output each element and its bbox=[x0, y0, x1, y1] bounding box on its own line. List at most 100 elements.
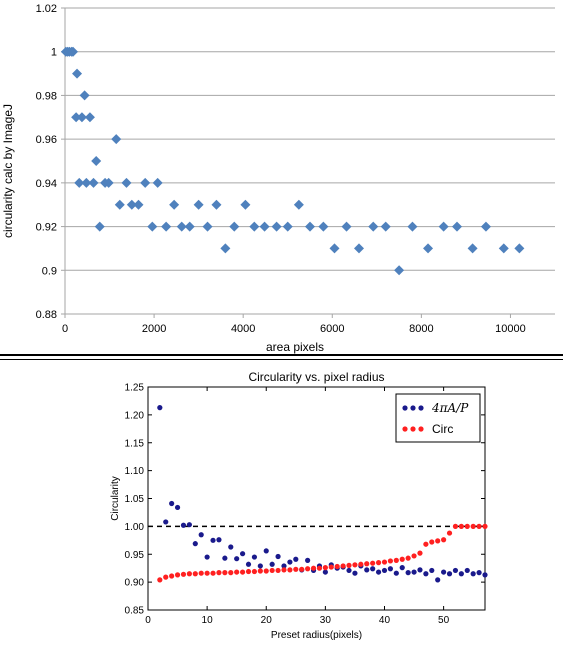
data-point bbox=[514, 243, 525, 254]
data-point bbox=[318, 221, 329, 232]
data-point-4pia-p bbox=[305, 557, 311, 563]
data-point-circ bbox=[316, 565, 323, 571]
separator-line bbox=[0, 354, 563, 356]
data-point-4pia-p bbox=[375, 569, 382, 575]
y-tick-label: 0.92 bbox=[36, 222, 57, 234]
data-point bbox=[140, 177, 151, 188]
data-point bbox=[498, 243, 509, 254]
data-point-4pia-p bbox=[399, 565, 405, 571]
legend-marker bbox=[410, 405, 416, 411]
data-point bbox=[282, 221, 293, 232]
legend-marker bbox=[418, 405, 424, 411]
data-point bbox=[176, 221, 187, 232]
data-point bbox=[240, 199, 251, 210]
data-point-circ bbox=[370, 560, 376, 566]
y-tick-label: 1.00 bbox=[125, 522, 145, 533]
data-point-circ bbox=[476, 523, 482, 529]
x-tick-label: 50 bbox=[438, 615, 450, 626]
data-point-circ bbox=[458, 523, 464, 529]
data-point-circ bbox=[222, 570, 228, 576]
data-point bbox=[88, 177, 99, 188]
data-point bbox=[81, 177, 92, 188]
y-tick-label: 1.02 bbox=[36, 3, 57, 15]
data-point-circ bbox=[393, 557, 399, 563]
data-point-4pia-p bbox=[452, 567, 459, 574]
data-point-4pia-p bbox=[470, 571, 476, 577]
data-point-circ bbox=[192, 571, 198, 577]
data-point-4pia-p bbox=[411, 569, 417, 575]
data-point-circ bbox=[251, 568, 258, 575]
data-point-4pia-p bbox=[458, 571, 464, 577]
data-point-circ bbox=[452, 523, 459, 529]
y-tick-label: 0.94 bbox=[36, 178, 57, 190]
data-point-circ bbox=[429, 539, 435, 545]
data-point-4pia-p bbox=[275, 553, 281, 560]
data-point-4pia-p bbox=[234, 556, 240, 562]
x-tick-label: 6000 bbox=[320, 323, 344, 335]
data-point-4pia-p bbox=[441, 569, 447, 575]
data-point bbox=[91, 156, 102, 166]
data-point-4pia-p bbox=[287, 559, 293, 565]
y-tick-label: 1.15 bbox=[125, 438, 145, 449]
data-point-circ bbox=[299, 566, 305, 572]
data-point bbox=[94, 221, 105, 232]
data-point-circ bbox=[216, 570, 222, 576]
data-point bbox=[438, 221, 449, 232]
data-point bbox=[184, 221, 195, 232]
data-point-circ bbox=[358, 561, 364, 567]
y-axis-title: circularity calc by ImageJ bbox=[1, 104, 15, 238]
data-point-circ bbox=[435, 538, 441, 544]
data-point-circ bbox=[204, 570, 210, 576]
data-point bbox=[152, 177, 163, 188]
data-point-4pia-p bbox=[239, 551, 246, 557]
data-point bbox=[111, 134, 122, 145]
data-point bbox=[147, 221, 158, 232]
data-point-circ bbox=[269, 567, 275, 574]
data-point-4pia-p bbox=[257, 563, 263, 569]
y-tick-label: 1.25 bbox=[125, 383, 145, 394]
data-point-4pia-p bbox=[482, 572, 488, 578]
data-point-circ bbox=[446, 530, 453, 536]
data-point-circ bbox=[163, 574, 169, 580]
data-point-circ bbox=[322, 565, 328, 571]
x-tick-label: 0 bbox=[145, 615, 151, 626]
y-tick-label: 1 bbox=[51, 47, 57, 59]
data-point-circ bbox=[180, 571, 187, 577]
data-point bbox=[74, 177, 85, 188]
x-axis-title: area pixels bbox=[266, 340, 324, 354]
x-tick-label: 20 bbox=[261, 615, 273, 626]
data-point-circ bbox=[352, 562, 358, 568]
data-point-circ bbox=[417, 550, 423, 556]
x-axis-title: Preset radius(pixels) bbox=[271, 630, 362, 641]
data-point-circ bbox=[464, 523, 470, 529]
y-tick-label: 1.20 bbox=[125, 410, 145, 421]
x-tick-label: 2000 bbox=[142, 323, 166, 335]
data-point bbox=[193, 199, 204, 210]
data-point bbox=[76, 112, 87, 123]
chart-title: Circularity vs. pixel radius bbox=[248, 370, 384, 384]
legend-marker bbox=[402, 405, 408, 411]
data-point bbox=[259, 221, 270, 232]
data-point bbox=[220, 243, 231, 254]
data-point bbox=[354, 243, 364, 254]
data-point bbox=[380, 221, 391, 232]
data-point bbox=[84, 112, 95, 123]
data-point-circ bbox=[281, 567, 287, 573]
data-point-circ bbox=[174, 572, 181, 578]
data-point-circ bbox=[346, 562, 352, 568]
data-point-circ bbox=[169, 573, 175, 579]
bottom-chart: Circularity vs. pixel radius 0.85 0.90 0.95… bbox=[110, 370, 488, 641]
data-point-circ bbox=[423, 541, 429, 547]
data-point-circ bbox=[245, 568, 252, 575]
data-point-4pia-p bbox=[464, 567, 470, 574]
data-point-4pia-p bbox=[251, 554, 258, 560]
top-chart: 0.88 0.9 0.92 0.94 0.96 0.98 1 1.02 0 2000 4000 600… bbox=[1, 3, 555, 354]
data-point-4pia-p bbox=[204, 554, 210, 560]
x-tick-label: 10 bbox=[202, 615, 214, 626]
data-point-4pia-p bbox=[364, 567, 370, 573]
data-point-circ bbox=[399, 556, 405, 562]
data-point bbox=[368, 221, 379, 232]
y-tick-label: 0.90 bbox=[125, 578, 145, 589]
data-point bbox=[341, 221, 352, 232]
data-point-circ bbox=[364, 561, 370, 567]
